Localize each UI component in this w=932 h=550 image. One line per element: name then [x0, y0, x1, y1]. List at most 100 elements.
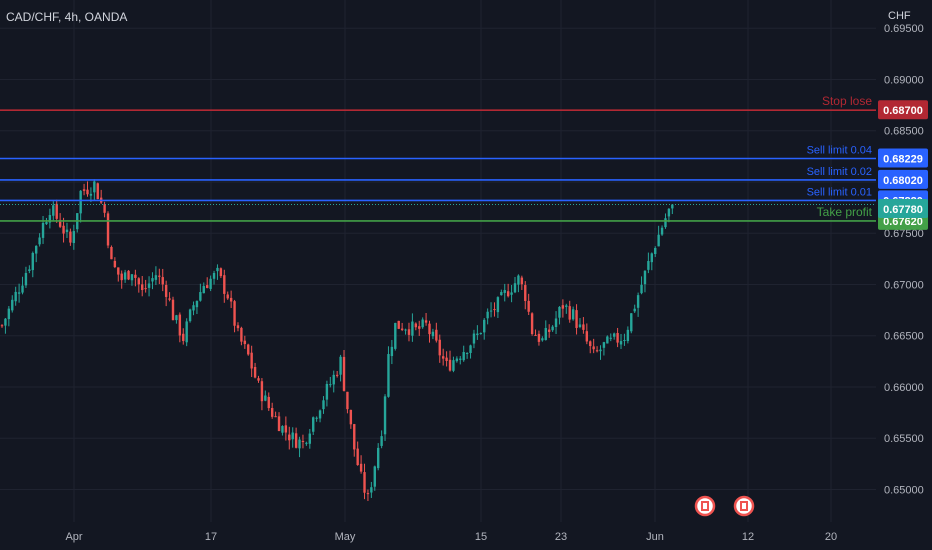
candle-body — [212, 272, 216, 279]
candle-body — [274, 416, 277, 418]
candle-body — [209, 278, 212, 289]
candle-body — [144, 288, 147, 290]
candle-body — [633, 308, 636, 312]
time-tick-label: Apr — [65, 531, 82, 543]
candle-body — [599, 349, 602, 352]
candle-body — [253, 366, 257, 378]
candle-body — [561, 305, 565, 309]
candle-body — [404, 329, 407, 331]
candle-body — [513, 283, 517, 293]
candle-body — [185, 321, 188, 343]
level-label: Sell limit 0.02 — [807, 166, 872, 178]
candle-body — [568, 306, 571, 320]
candle-body — [506, 291, 510, 297]
candle-body — [411, 321, 414, 336]
candle-body — [472, 333, 476, 344]
time-axis[interactable]: Apr 17 May 15 23 Jun 12 20 — [65, 531, 837, 543]
price-tick-label: 0.66500 — [884, 331, 924, 343]
candle-body — [527, 300, 530, 312]
level-label: Sell limit 0.01 — [807, 186, 872, 198]
price-tick-label: 0.67000 — [884, 279, 924, 291]
candle-body — [202, 286, 205, 294]
candle-body — [48, 215, 52, 223]
candle-body — [407, 329, 411, 335]
candle-body — [346, 391, 349, 410]
candle-body — [445, 357, 448, 361]
candle-body — [291, 432, 294, 440]
candle-body — [188, 309, 192, 322]
candle-body — [486, 311, 489, 319]
candle-body — [609, 337, 612, 339]
candle-body — [606, 336, 609, 344]
candle-body — [424, 320, 428, 323]
candle-body — [582, 324, 585, 330]
time-tick-label: 20 — [825, 531, 837, 543]
candle-body — [117, 267, 120, 275]
flag-icon[interactable] — [694, 495, 716, 517]
candle-body — [21, 285, 24, 293]
flag-icon[interactable] — [733, 495, 755, 517]
candle-body — [585, 331, 589, 342]
level-price-badge — [878, 100, 928, 120]
price-axis-currency: CHF — [888, 10, 911, 22]
candle-body — [247, 344, 250, 355]
time-tick-label: 17 — [205, 531, 217, 543]
candle-body — [534, 334, 537, 336]
price-axis[interactable]: 0.695000.690000.685000.680000.675000.670… — [878, 23, 928, 496]
candle-body — [240, 327, 243, 342]
flag-center — [742, 503, 746, 509]
candle-body — [288, 434, 291, 441]
price-tick-label: 0.68500 — [884, 126, 924, 138]
level-price-label: 0.68229 — [883, 153, 923, 165]
candle-body — [640, 284, 643, 294]
candle-body — [178, 314, 182, 336]
candle-body — [359, 463, 363, 472]
candle-body — [524, 285, 527, 301]
candle-body — [123, 272, 127, 280]
candle-body — [93, 181, 96, 193]
candle-body — [510, 292, 513, 295]
candle-body — [106, 213, 110, 246]
event-markers[interactable] — [694, 495, 755, 517]
candle-body — [541, 338, 544, 341]
candle-body — [554, 318, 558, 327]
candle-body — [366, 493, 370, 495]
candle-body — [459, 358, 462, 360]
candle-body — [277, 416, 281, 432]
candle-body — [377, 447, 380, 469]
candle-body — [537, 333, 541, 342]
candle-body — [630, 313, 633, 332]
candle-body — [182, 333, 185, 341]
candle-body — [219, 268, 223, 277]
candle-body — [38, 237, 41, 245]
candle-body — [578, 324, 582, 327]
candle-body — [35, 245, 38, 254]
candle-body — [335, 374, 339, 376]
candle-body — [315, 417, 318, 419]
candle-body — [414, 323, 418, 328]
level-label: Stop lose — [822, 94, 872, 108]
candle-body — [517, 275, 520, 285]
candle-body — [435, 329, 438, 341]
candle-body — [216, 267, 219, 272]
time-tick-label: May — [335, 531, 356, 543]
candle-body — [448, 359, 452, 371]
candle-body — [548, 329, 551, 332]
price-tick-label: 0.65500 — [884, 433, 924, 445]
candle-body — [110, 246, 113, 260]
candle-body — [151, 278, 154, 282]
candle-body — [595, 350, 599, 352]
candle-body — [452, 360, 455, 371]
level-price-label: 0.68700 — [883, 105, 923, 117]
candle-body — [134, 274, 137, 278]
candle-body — [551, 326, 554, 331]
current-price-label: 0.67780 — [883, 204, 923, 216]
candle-body — [24, 272, 28, 286]
candle-body — [500, 292, 503, 296]
candle-body — [558, 306, 561, 318]
candle-body — [130, 274, 134, 281]
current-price-badge — [878, 199, 928, 218]
candle-body — [257, 378, 260, 381]
candle-body — [616, 332, 619, 343]
